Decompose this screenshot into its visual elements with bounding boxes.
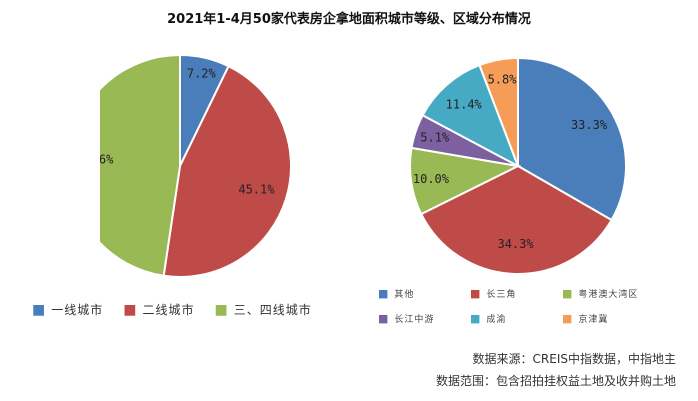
legend-swatch: ■ [562,311,574,325]
legend-swatch: ■ [123,301,138,318]
legend-item-0-0: ■ 一线城市 [32,301,103,318]
chart-title: 2021年1-4月50家代表房企拿地面积城市等级、区域分布情况 [167,12,531,27]
slice-label-0-2: 47.6% [100,153,114,167]
legend-swatch: ■ [378,311,390,325]
legend-item-1-0: ■ 其他 [378,287,470,300]
legend-item-1-3: ■ 长江中游 [378,312,470,325]
legend-label: 京津冀 [578,315,609,325]
slice-label-0-0: 7.2% [187,66,217,80]
legend-city-tier: ■ 一线城市 ■ 二线城市 ■ 三、四线城市 [32,301,312,318]
legend-swatch: ■ [378,286,390,300]
slice-label-1-1: 34.3% [497,237,534,251]
pie-slice-1-1 [419,164,613,275]
legend-swatch: ■ [470,311,482,325]
legend-item-0-1: ■ 二线城市 [123,301,194,318]
legend-label: 二线城市 [142,303,195,317]
legend-label: 三、四线城市 [233,303,312,317]
slice-label-1-5: 5.8% [488,72,518,86]
pie-chart-city-tier: 7.2% 45.1% 47.6% [100,53,292,278]
data-scope-note: 数据范围：包含招拍挂权益土地及收并购土地 [435,374,676,388]
legend-swatch: ■ [214,301,229,318]
data-source-note: 数据来源：CREIS中指数据，中指地主 [472,352,676,366]
pie-slice-0-1 [162,64,292,278]
pie-slice-1-4 [421,63,520,169]
slice-label-1-2: 10.0% [413,172,450,186]
pie-slice-1-0 [517,56,627,222]
legend-swatch: ■ [32,301,47,318]
slice-label-1-0: 33.3% [571,118,608,132]
legend-item-1-1: ■ 长三角 [470,287,562,300]
slice-label-1-4: 11.4% [446,98,483,112]
legend-item-1-4: ■ 成渝 [470,312,562,325]
pie-chart-region: 33.3% 34.3% 10.0% 5.1% 11.4% 5.8% [409,56,627,275]
legend-item-1-2: ■ 粤港澳大湾区 [562,287,678,300]
legend-label: 其他 [394,290,415,300]
legend-label: 长三角 [486,290,517,300]
legend-item-1-5: ■ 京津冀 [562,312,678,325]
slice-label-1-3: 5.1% [420,131,450,145]
legend-label: 粤港澳大湾区 [578,290,639,300]
legend-item-0-2: ■ 三、四线城市 [215,301,312,318]
legend-region: ■ 其他 ■ 长三角 ■ 粤港澳大湾区 ■ 长江中游 ■ 成渝 ■ 京津冀 [378,287,678,325]
legend-label: 长江中游 [394,315,435,325]
legend-swatch: ■ [470,286,482,300]
legend-label: 一线城市 [51,303,104,317]
legend-label: 成渝 [486,315,507,325]
legend-swatch: ■ [562,286,574,300]
pie-slice-1-5 [478,56,519,167]
slice-label-0-1: 45.1% [238,183,275,197]
pie-slice-0-2 [100,53,181,277]
